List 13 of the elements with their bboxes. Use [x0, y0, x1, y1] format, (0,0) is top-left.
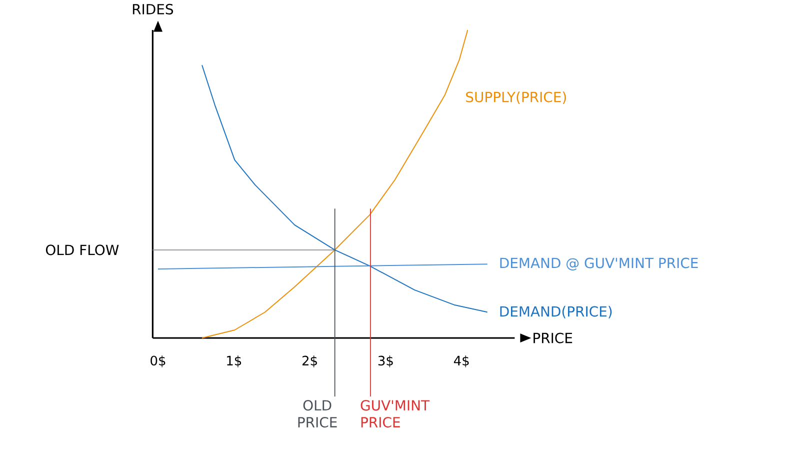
ref-line-label: OLD PRICE [298, 400, 337, 428]
ref-line-label: OLD FLOW [46, 244, 119, 256]
x-tick-label: 4$ [454, 356, 469, 368]
ref-line-label: GUV'MINT PRICE [360, 400, 430, 428]
series-label: SUPPLY(PRICE) [466, 92, 566, 104]
y-axis-title: RIDES [132, 4, 174, 14]
x-tick-label: 3$ [378, 356, 393, 368]
series-label: DEMAND @ GUV'MINT PRICE [500, 258, 698, 270]
x-tick-label: 0$ [150, 356, 166, 368]
x-axis-title: PRICE [534, 332, 572, 344]
x-tick-label: 2$ [302, 356, 317, 368]
x-tick-label: 1$ [227, 356, 242, 368]
series-label: DEMAND(PRICE) [500, 306, 612, 318]
